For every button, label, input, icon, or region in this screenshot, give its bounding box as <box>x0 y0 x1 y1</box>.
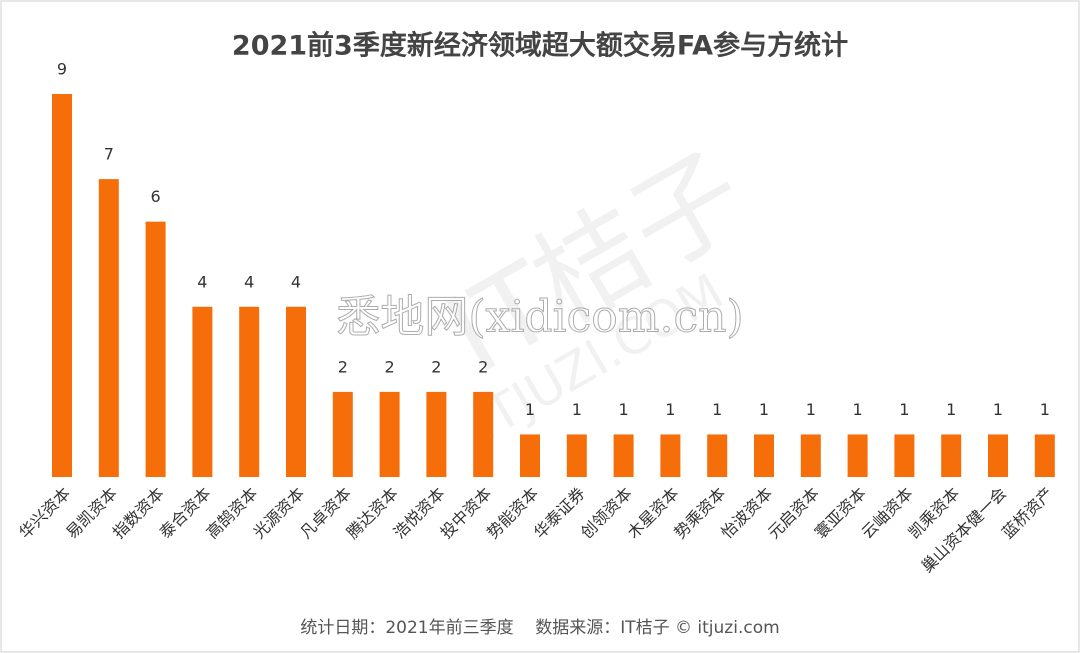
bar <box>800 434 821 477</box>
value-label: 4 <box>244 272 254 291</box>
watermark: 悉地网(xidicom.cn) <box>336 292 743 343</box>
bar <box>192 306 213 477</box>
value-label: 1 <box>759 400 769 419</box>
bar <box>847 434 868 477</box>
value-label: 4 <box>291 272 301 291</box>
value-label: 1 <box>619 400 629 419</box>
value-label: 4 <box>197 272 207 291</box>
bar <box>988 434 1008 477</box>
value-label: 1 <box>525 400 535 419</box>
bar <box>613 434 634 477</box>
bar <box>754 434 774 477</box>
value-label: 1 <box>1040 400 1050 419</box>
bar <box>239 306 260 477</box>
bar <box>1034 434 1055 477</box>
value-label: 1 <box>899 400 909 419</box>
bar <box>566 434 587 477</box>
value-label: 1 <box>665 400 675 419</box>
value-label: 2 <box>478 357 488 376</box>
value-label: 1 <box>946 400 956 419</box>
value-label: 1 <box>993 400 1003 419</box>
value-label: 7 <box>104 145 114 164</box>
bar <box>941 434 962 477</box>
bar <box>286 306 306 477</box>
bar <box>660 434 681 477</box>
value-label: 2 <box>431 357 441 376</box>
value-label: 2 <box>385 357 395 376</box>
bar <box>332 391 353 477</box>
value-label: 1 <box>572 400 582 419</box>
footnote: 统计日期：2021年前三季度 数据来源：IT桔子 © itjuzi.com <box>300 618 779 638</box>
bar <box>520 434 540 477</box>
bar <box>52 94 72 477</box>
value-label: 1 <box>853 400 863 419</box>
bar <box>98 179 119 477</box>
bar <box>894 434 915 477</box>
bar <box>145 221 166 477</box>
value-label: 9 <box>57 60 67 79</box>
value-label: 1 <box>712 400 722 419</box>
value-label: 1 <box>806 400 816 419</box>
bar <box>426 391 447 477</box>
value-label: 6 <box>151 187 161 206</box>
bar <box>707 434 728 477</box>
bar <box>379 391 400 477</box>
value-label: 2 <box>338 357 348 376</box>
chart-title: 2021前3季度新经济领域超大额交易FA参与方统计 <box>232 30 848 62</box>
bar <box>473 391 494 477</box>
